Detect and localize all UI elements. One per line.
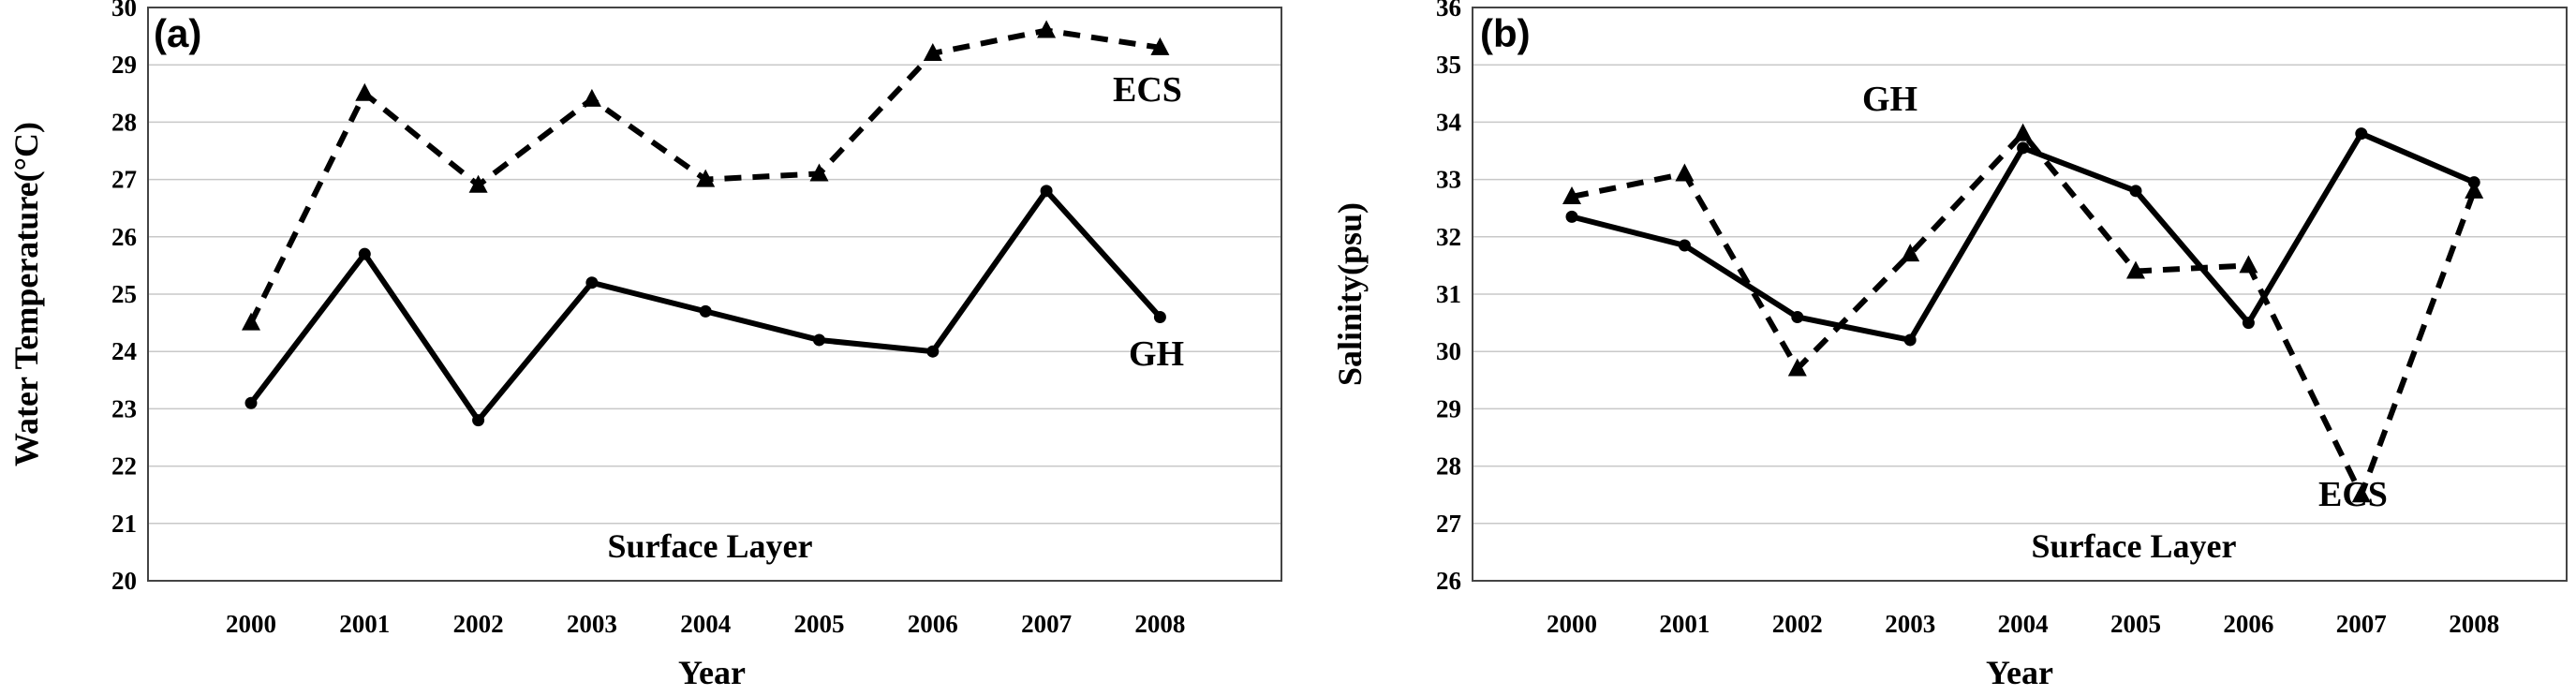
y-tick-label: 36 — [1436, 0, 1461, 22]
y-tick-label: 29 — [111, 51, 137, 79]
chart-panel-a: 20 21 22 23 24 25 26 27 28 29 30 2000 2001 2002 2003 2… — [7, 0, 1282, 691]
x-tick-label: 2003 — [567, 610, 617, 638]
data-point-gh — [2242, 317, 2255, 330]
x-tick-label: 2008 — [2449, 610, 2499, 638]
data-point-ecs — [2239, 255, 2258, 274]
data-point-gh — [2355, 127, 2368, 141]
x-tick-label: 2001 — [339, 610, 390, 638]
y-tick-label: 35 — [1436, 51, 1461, 79]
y-tick-label: 21 — [111, 510, 137, 538]
panel-label-a: (a) — [154, 11, 201, 55]
y-tick-label: 26 — [1436, 567, 1461, 595]
panel-label-b: (b) — [1480, 11, 1531, 55]
data-point-gh — [2129, 185, 2142, 198]
y-tick-label: 22 — [111, 452, 137, 481]
series-label-gh-a: GH — [1129, 334, 1184, 374]
y-tick-label: 28 — [1436, 452, 1461, 481]
series-label-ecs-a: ECS — [1113, 70, 1182, 110]
plot-area-a — [147, 7, 1282, 582]
series-line-ecs — [1571, 130, 2478, 498]
x-tick-label: 2003 — [1885, 610, 1935, 638]
y-tick-label: 30 — [1436, 337, 1461, 365]
y-tick-label: 29 — [1436, 394, 1461, 422]
data-point-ecs — [696, 169, 716, 187]
data-point-ecs — [582, 88, 601, 107]
data-point-ecs — [468, 174, 488, 193]
data-point-gh — [358, 247, 371, 260]
data-point-ecs — [2465, 180, 2484, 199]
y-tick-label: 30 — [111, 0, 137, 22]
data-point-ecs — [1787, 358, 1807, 377]
y-tick-label: 26 — [111, 223, 137, 251]
data-point-ecs — [1150, 37, 1170, 55]
x-tick-label: 2002 — [1772, 610, 1823, 638]
x-tick-label: 2004 — [680, 610, 731, 638]
y-tick-label: 32 — [1436, 223, 1461, 251]
y-tick-label: 27 — [111, 166, 137, 194]
data-point-ecs — [1562, 185, 1581, 204]
x-tick-label: 2001 — [1659, 610, 1710, 638]
x-axis-label-b: Year — [1986, 654, 2053, 691]
x-tick-label: 2000 — [226, 610, 276, 638]
x-tick-label: 2007 — [1021, 610, 1072, 638]
y-axis-label-b: Salinity(psu) — [1331, 202, 1369, 386]
data-point-ecs — [1675, 163, 1695, 182]
data-point-ecs — [923, 42, 942, 61]
data-point-ecs — [2013, 123, 2033, 141]
data-point-gh — [926, 345, 940, 358]
data-point-gh — [2017, 141, 2030, 155]
data-point-gh — [472, 414, 485, 427]
series-label-gh-b: GH — [1862, 80, 1917, 119]
data-point-ecs — [809, 163, 829, 182]
data-point-gh — [1903, 333, 1917, 347]
x-tick-label: 2007 — [2336, 610, 2387, 638]
x-tick-label: 2005 — [794, 610, 845, 638]
y-tick-label: 23 — [111, 394, 137, 422]
data-point-gh — [1791, 310, 1804, 323]
data-point-gh — [813, 333, 825, 347]
y-tick-label: 24 — [111, 337, 137, 365]
data-point-gh — [1040, 185, 1053, 198]
data-point-ecs — [2351, 484, 2371, 503]
series-label-ecs-b: ECS — [2318, 475, 2388, 514]
data-point-gh — [244, 396, 258, 409]
x-tick-label: 2002 — [453, 610, 504, 638]
data-point-gh — [1565, 210, 1578, 223]
data-point-ecs — [1037, 20, 1057, 38]
data-point-gh — [1153, 310, 1166, 323]
y-tick-label: 25 — [111, 280, 137, 308]
x-tick-label: 2006 — [908, 610, 958, 638]
data-point-ecs — [242, 312, 260, 331]
annotation-surface-layer-a: Surface Layer — [608, 527, 813, 565]
plot-area-b — [1472, 7, 2568, 582]
data-point-ecs — [1901, 244, 1920, 262]
data-point-gh — [2467, 176, 2480, 189]
y-tick-label: 20 — [111, 567, 137, 595]
x-tick-label: 2008 — [1134, 610, 1185, 638]
x-tick-label: 2005 — [2110, 610, 2161, 638]
y-axis-label-a: Water Temperature(°C) — [7, 122, 45, 466]
data-point-gh — [699, 304, 712, 318]
y-tick-label: 34 — [1436, 108, 1461, 136]
y-tick-label: 31 — [1436, 280, 1461, 308]
data-point-gh — [585, 276, 599, 289]
data-point-ecs — [2126, 260, 2145, 279]
x-axis-label-a: Year — [678, 654, 746, 691]
x-tick-label: 2004 — [1998, 610, 2049, 638]
y-tick-label: 27 — [1436, 510, 1461, 538]
y-tick-label: 33 — [1436, 166, 1461, 194]
y-tick-label: 28 — [111, 108, 137, 136]
annotation-surface-layer-b: Surface Layer — [2032, 527, 2237, 565]
data-point-gh — [1678, 239, 1691, 252]
x-tick-label: 2000 — [1547, 610, 1597, 638]
x-tick-label: 2006 — [2223, 610, 2273, 638]
chart-panel-b: 26 27 28 29 30 31 32 33 34 35 36 2000 2001 2002 2003 2… — [1331, 0, 2568, 691]
data-point-ecs — [355, 82, 375, 101]
